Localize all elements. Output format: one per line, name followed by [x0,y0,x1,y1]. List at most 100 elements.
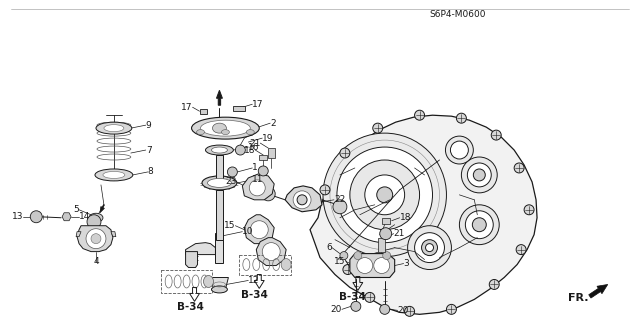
Ellipse shape [202,176,237,190]
Circle shape [467,163,492,187]
Circle shape [445,136,474,164]
Circle shape [357,258,372,274]
Bar [234,106,245,111]
Circle shape [87,215,101,229]
Bar [216,190,223,240]
Text: S6P4-M0600: S6P4-M0600 [429,10,486,19]
Ellipse shape [200,120,250,136]
Text: 1: 1 [252,164,258,172]
Circle shape [474,169,485,181]
Circle shape [365,175,404,215]
Polygon shape [186,252,198,268]
Circle shape [383,252,390,260]
Circle shape [451,141,468,159]
Ellipse shape [221,130,229,135]
Polygon shape [256,238,286,266]
Text: B-34: B-34 [241,291,268,300]
Text: 15: 15 [224,221,236,230]
Bar [216,233,223,262]
Circle shape [340,148,350,158]
Bar [378,238,385,252]
Text: 4: 4 [93,257,99,266]
Circle shape [380,228,392,240]
Circle shape [472,218,486,232]
Circle shape [380,304,390,314]
Circle shape [320,185,330,195]
Ellipse shape [246,130,254,135]
Circle shape [340,252,348,260]
Polygon shape [62,213,71,221]
Polygon shape [77,226,113,252]
Text: 17: 17 [181,103,193,112]
Text: 7: 7 [146,146,152,155]
Polygon shape [310,115,537,314]
Circle shape [297,195,307,205]
Text: 20: 20 [397,306,409,315]
Circle shape [524,205,534,215]
Text: 3: 3 [404,259,410,268]
Text: 23: 23 [225,177,236,187]
Text: 5: 5 [74,205,79,214]
Circle shape [323,133,447,257]
Polygon shape [76,232,81,237]
Ellipse shape [211,147,227,153]
Text: 10: 10 [243,227,254,236]
Circle shape [460,205,499,244]
Text: FR.: FR. [568,293,589,303]
Text: 22: 22 [334,195,345,204]
FancyArrow shape [100,204,104,213]
Circle shape [415,110,424,120]
Text: 14: 14 [79,212,90,221]
Circle shape [422,240,438,256]
Ellipse shape [211,286,227,293]
Circle shape [262,243,280,260]
Circle shape [514,163,524,173]
Text: B-34: B-34 [177,302,204,312]
Circle shape [456,113,467,123]
Text: B-34: B-34 [339,292,366,302]
Circle shape [415,233,444,262]
Text: 11: 11 [252,175,264,184]
Circle shape [259,166,268,176]
Ellipse shape [89,213,103,222]
Text: 2: 2 [270,119,276,128]
Polygon shape [285,186,322,212]
Ellipse shape [95,169,133,181]
Circle shape [465,211,493,239]
Text: 6: 6 [326,243,332,252]
Ellipse shape [96,122,132,134]
Circle shape [354,252,362,260]
Text: 21: 21 [394,229,405,238]
Polygon shape [211,277,228,289]
Text: 18: 18 [399,213,411,222]
Circle shape [372,123,383,133]
Ellipse shape [212,123,227,133]
Text: 13: 13 [12,212,23,221]
Circle shape [374,258,390,274]
Circle shape [426,244,433,252]
Text: 18: 18 [244,146,255,155]
Text: 12: 12 [248,276,260,285]
Polygon shape [243,174,274,200]
Circle shape [447,304,456,314]
Text: 20: 20 [330,305,342,314]
Circle shape [492,130,501,140]
Ellipse shape [205,145,234,155]
Ellipse shape [104,125,124,132]
Polygon shape [244,215,274,244]
Bar [216,155,223,183]
Circle shape [227,167,237,177]
Polygon shape [186,243,216,255]
Circle shape [516,244,526,255]
Bar [200,109,207,114]
Ellipse shape [191,117,259,139]
Text: 19: 19 [262,133,274,143]
Polygon shape [193,119,259,138]
Circle shape [351,301,361,311]
Circle shape [236,145,245,155]
Ellipse shape [207,179,232,188]
FancyArrow shape [589,284,608,298]
Circle shape [91,234,101,244]
Circle shape [86,229,106,249]
Bar [268,148,275,158]
